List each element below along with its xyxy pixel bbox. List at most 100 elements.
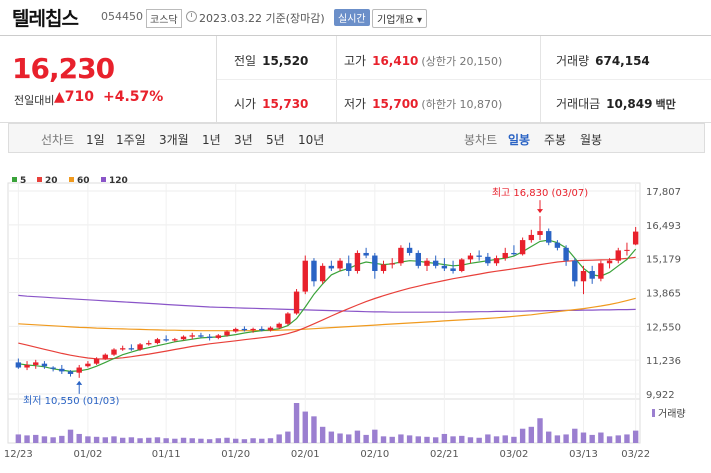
x-tick-label: 01/02: [73, 449, 102, 460]
change-value: ▲710: [54, 89, 94, 105]
candle-body: [85, 363, 91, 367]
candle-body: [624, 249, 630, 251]
volume-bar: [41, 436, 48, 443]
candle-body: [450, 268, 456, 271]
volume-bar: [624, 434, 630, 443]
volume-bar: [424, 436, 430, 443]
candle-body: [76, 367, 82, 373]
volume-bar: [485, 434, 491, 443]
low-price: 저가 15,700 (하한가 10,870): [344, 97, 503, 111]
volume-bar: [380, 436, 387, 443]
volume-bar: [598, 432, 604, 443]
period-1y[interactable]: 1년: [202, 133, 221, 147]
candle-body: [293, 291, 300, 314]
legend-label: 60: [77, 176, 90, 186]
candle-body: [163, 339, 169, 341]
candle-body: [511, 252, 517, 255]
volume-bar: [354, 430, 361, 443]
volume-bar: [580, 432, 587, 443]
y-tick-label: 15,179: [646, 255, 681, 266]
volume-bar: [406, 435, 413, 443]
volume-bar: [363, 434, 369, 443]
period-3y[interactable]: 3년: [234, 133, 253, 147]
y-tick-label: 17,807: [646, 187, 681, 198]
volume-bar: [180, 437, 187, 443]
volume-bar: [502, 435, 508, 443]
ma60-line: [18, 297, 636, 332]
max-annotation: 최고 16,830 (03/07): [492, 187, 588, 199]
candle-body: [389, 263, 395, 265]
x-tick-label: 02/01: [291, 449, 320, 460]
min-annotation: 최저 10,550 (01/03): [23, 395, 119, 407]
candle-body: [128, 348, 135, 350]
candle-weekly[interactable]: 주봉: [544, 133, 567, 147]
candle-body: [198, 335, 204, 337]
candle-body: [363, 252, 369, 256]
volume-bar: [493, 436, 500, 443]
legend-swatch: [69, 177, 74, 182]
volume-bar: [319, 426, 326, 443]
volume: 거래량 674,154: [556, 54, 650, 68]
period-3m[interactable]: 3개월: [159, 133, 189, 147]
candle-body: [241, 328, 248, 331]
candle-body: [206, 336, 213, 338]
volume-bar: [606, 436, 613, 443]
volume-bar: [450, 436, 456, 443]
candle-body: [180, 336, 187, 340]
candle-body: [441, 265, 448, 269]
volume-bar: [311, 416, 317, 443]
legend-swatch: [37, 177, 42, 182]
period-1w[interactable]: 1주일: [116, 133, 146, 147]
candle-body: [189, 335, 195, 337]
x-tick-label: 12/23: [4, 449, 33, 460]
volume-bar: [85, 436, 91, 443]
line-chart-label: 선차트: [41, 133, 75, 147]
volume-bar: [415, 436, 421, 443]
change-percent: +4.57%: [103, 89, 164, 105]
stock-code: 054450: [101, 10, 143, 23]
legend-label: 20: [45, 176, 58, 186]
volume-bar: [119, 437, 126, 443]
volume-bar: [259, 438, 265, 443]
candle-body: [354, 252, 361, 271]
candle-body: [485, 256, 491, 264]
x-tick-label: 01/11: [152, 449, 181, 460]
candle-monthly[interactable]: 월봉: [580, 133, 603, 147]
volume-bar: [241, 439, 248, 443]
volume-bar: [276, 434, 282, 443]
stock-chart[interactable]: 17,807 16,493 15,179 13,865 12,550 11,236 9,92…: [0, 168, 711, 473]
volume-bar: [267, 438, 274, 443]
candle-body: [59, 368, 65, 372]
volume-bar: [589, 434, 595, 443]
volume-bar: [67, 429, 74, 443]
candle-body: [328, 265, 335, 269]
volume-bar: [111, 436, 117, 443]
x-tick-label: 01/20: [221, 449, 250, 460]
volume-bar: [615, 435, 621, 443]
candle-body: [119, 348, 126, 350]
volume-bar: [102, 437, 108, 443]
company-info-dropdown[interactable]: 기업개요 ▾: [372, 9, 427, 28]
y-tick-label: 13,865: [646, 289, 681, 300]
candle-body: [276, 323, 282, 328]
candle-body: [111, 349, 117, 355]
current-price: 16,230: [12, 52, 115, 85]
x-tick-label: 03/22: [621, 449, 650, 460]
ma5-line: [18, 239, 637, 373]
min-arrowhead: [76, 380, 83, 385]
period-1d[interactable]: 1일: [86, 133, 105, 147]
volume-bar: [233, 438, 239, 443]
candle-body: [476, 255, 482, 257]
period-10y[interactable]: 10년: [298, 133, 325, 147]
period-5y[interactable]: 5년: [266, 133, 285, 147]
volume-bar: [285, 431, 291, 443]
candle-body: [493, 258, 500, 264]
volume-bar: [137, 438, 143, 443]
volume-bar: [346, 434, 352, 443]
candle-body: [267, 327, 274, 331]
candle-daily[interactable]: 일봉: [508, 133, 531, 147]
candle-body: [154, 339, 161, 344]
realtime-button[interactable]: 실시간: [334, 9, 370, 26]
volume-bar: [93, 436, 100, 443]
volume-bar: [206, 439, 213, 443]
